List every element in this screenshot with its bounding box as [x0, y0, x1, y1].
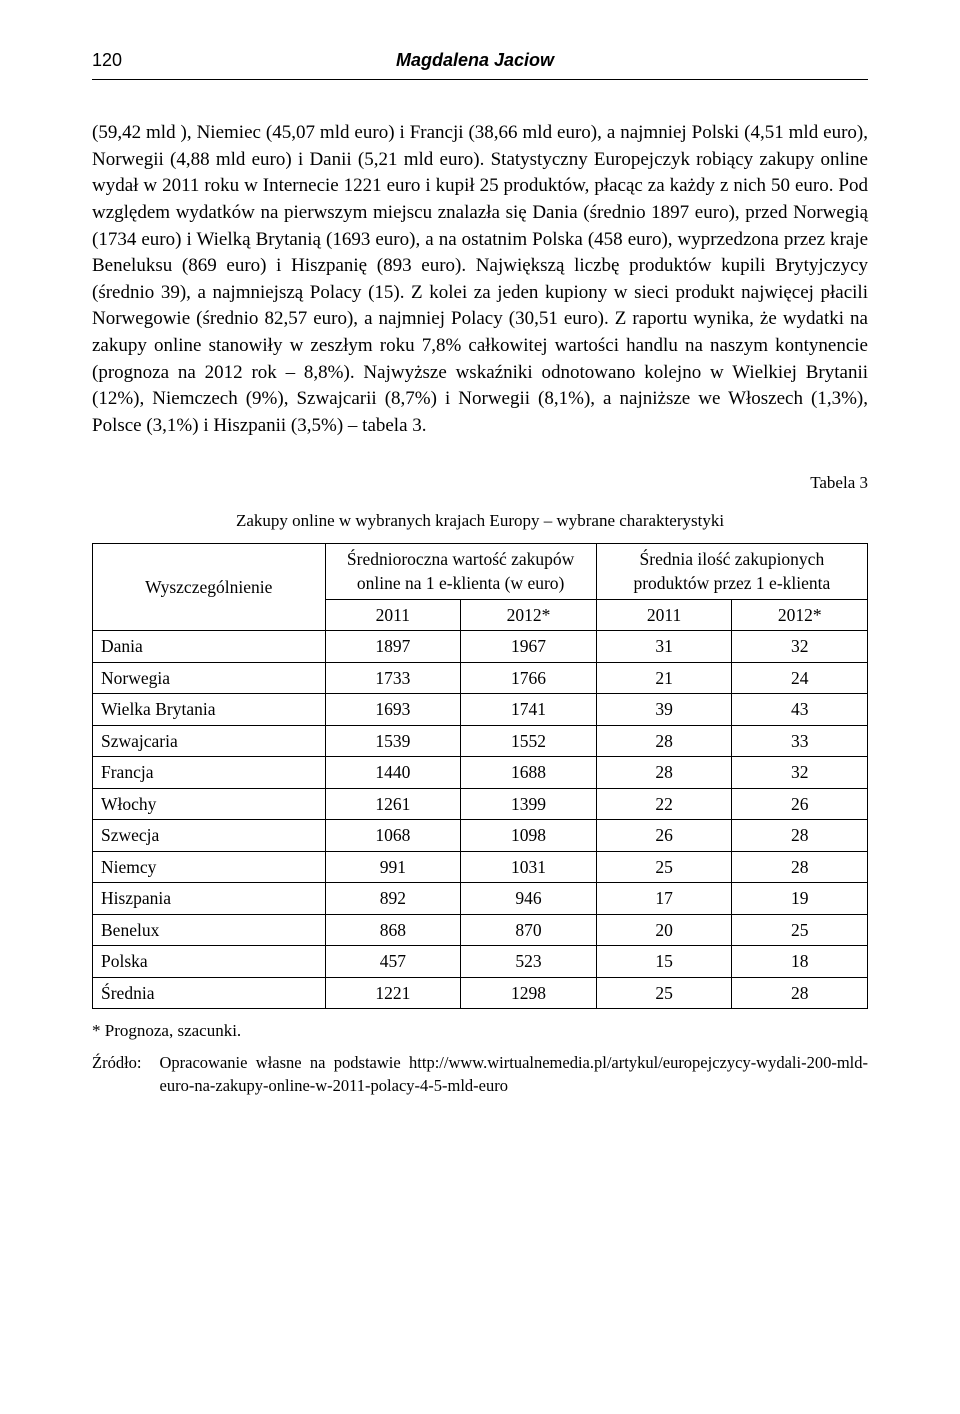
cell-value: 26: [596, 820, 732, 852]
cell-value: 20: [596, 914, 732, 946]
cell-value: 32: [732, 757, 868, 789]
cell-value: 25: [596, 977, 732, 1009]
row-label: Włochy: [93, 788, 326, 820]
table-row: Polska4575231518: [93, 946, 868, 978]
cell-value: 25: [596, 851, 732, 883]
table-label: Tabela 3: [92, 471, 868, 495]
source-label: Źródło:: [92, 1051, 160, 1097]
cell-value: 33: [732, 725, 868, 757]
cell-value: 1399: [461, 788, 597, 820]
row-label: Szwajcaria: [93, 725, 326, 757]
cell-value: 1741: [461, 694, 597, 726]
table-row: Francja144016882832: [93, 757, 868, 789]
cell-value: 1539: [325, 725, 461, 757]
row-label: Szwecja: [93, 820, 326, 852]
cell-value: 1688: [461, 757, 597, 789]
cell-value: 39: [596, 694, 732, 726]
header-year-2012b: 2012*: [732, 599, 868, 631]
table-row: Włochy126113992226: [93, 788, 868, 820]
cell-value: 1298: [461, 977, 597, 1009]
cell-value: 1221: [325, 977, 461, 1009]
cell-value: 18: [732, 946, 868, 978]
row-label: Benelux: [93, 914, 326, 946]
cell-value: 946: [461, 883, 597, 915]
header-year-2012a: 2012*: [461, 599, 597, 631]
row-label: Wielka Brytania: [93, 694, 326, 726]
cell-value: 892: [325, 883, 461, 915]
table-row: Niemcy99110312528: [93, 851, 868, 883]
cell-value: 1440: [325, 757, 461, 789]
table-header-row-1: Wyszczególnienie Średnioroczna wartość z…: [93, 543, 868, 599]
cell-value: 1766: [461, 662, 597, 694]
cell-value: 1068: [325, 820, 461, 852]
cell-value: 870: [461, 914, 597, 946]
running-header: 120 Magdalena Jaciow: [92, 48, 868, 80]
data-table: Wyszczególnienie Średnioroczna wartość z…: [92, 543, 868, 1010]
page-number: 120: [92, 48, 122, 73]
cell-value: 1098: [461, 820, 597, 852]
table-row: Norwegia173317662124: [93, 662, 868, 694]
row-label: Średnia: [93, 977, 326, 1009]
cell-value: 31: [596, 631, 732, 663]
cell-value: 28: [596, 757, 732, 789]
cell-value: 24: [732, 662, 868, 694]
cell-value: 1897: [325, 631, 461, 663]
header-year-2011b: 2011: [596, 599, 732, 631]
cell-value: 19: [732, 883, 868, 915]
row-label: Francja: [93, 757, 326, 789]
cell-value: 1552: [461, 725, 597, 757]
table-caption: Zakupy online w wybranych krajach Europy…: [92, 509, 868, 533]
header-group-qty: Średnia ilość zakupionych produktów prze…: [596, 543, 867, 599]
table-row: Średnia122112982528: [93, 977, 868, 1009]
header-year-2011a: 2011: [325, 599, 461, 631]
cell-value: 22: [596, 788, 732, 820]
table-footnote: * Prognoza, szacunki.: [92, 1019, 868, 1043]
cell-value: 43: [732, 694, 868, 726]
body-paragraph: (59,42 mld ), Niemiec (45,07 mld euro) i…: [92, 120, 868, 439]
row-label: Norwegia: [93, 662, 326, 694]
cell-value: 28: [732, 851, 868, 883]
cell-value: 26: [732, 788, 868, 820]
author-name: Magdalena Jaciow: [396, 48, 554, 73]
cell-value: 15: [596, 946, 732, 978]
cell-value: 28: [732, 820, 868, 852]
table-row: Wielka Brytania169317413943: [93, 694, 868, 726]
cell-value: 25: [732, 914, 868, 946]
table-row: Szwecja106810982628: [93, 820, 868, 852]
cell-value: 17: [596, 883, 732, 915]
cell-value: 1967: [461, 631, 597, 663]
cell-value: 1693: [325, 694, 461, 726]
source-line: Źródło: Opracowanie własne na podstawie …: [92, 1051, 868, 1097]
row-label: Dania: [93, 631, 326, 663]
cell-value: 1261: [325, 788, 461, 820]
cell-value: 991: [325, 851, 461, 883]
table-row: Benelux8688702025: [93, 914, 868, 946]
cell-value: 523: [461, 946, 597, 978]
cell-value: 457: [325, 946, 461, 978]
row-label: Hiszpania: [93, 883, 326, 915]
table-body: Dania189719673132Norwegia173317662124Wie…: [93, 631, 868, 1009]
table-row: Szwajcaria153915522833: [93, 725, 868, 757]
cell-value: 1031: [461, 851, 597, 883]
row-label: Niemcy: [93, 851, 326, 883]
cell-value: 1733: [325, 662, 461, 694]
cell-value: 28: [596, 725, 732, 757]
cell-value: 21: [596, 662, 732, 694]
cell-value: 32: [732, 631, 868, 663]
row-label: Polska: [93, 946, 326, 978]
header-wyszczegolnienie: Wyszczególnienie: [93, 543, 326, 631]
header-group-value: Średnioroczna wartość zakupów online na …: [325, 543, 596, 599]
table-row: Hiszpania8929461719: [93, 883, 868, 915]
source-text: Opracowanie własne na podstawie http://w…: [160, 1051, 869, 1097]
cell-value: 868: [325, 914, 461, 946]
cell-value: 28: [732, 977, 868, 1009]
table-row: Dania189719673132: [93, 631, 868, 663]
